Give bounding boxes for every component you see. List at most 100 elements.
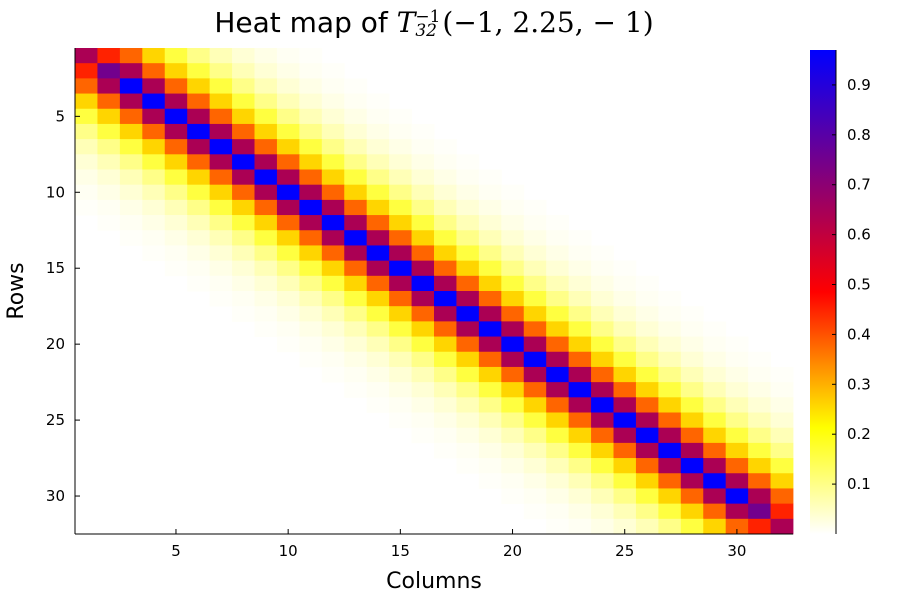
heatmap-cell xyxy=(434,321,457,337)
heatmap-cell xyxy=(344,154,368,170)
heatmap-cell xyxy=(591,336,614,353)
heatmap-cell xyxy=(523,503,547,520)
chart-title-args: (−1, 2.25, − 1) xyxy=(442,6,654,39)
heatmap-cell xyxy=(299,139,323,155)
heatmap-cell xyxy=(591,442,614,459)
heatmap-cell xyxy=(658,351,682,368)
heatmap-cell xyxy=(389,154,412,170)
heatmap-cell xyxy=(523,291,547,307)
heatmap-cell xyxy=(97,48,121,64)
heatmap-cell xyxy=(366,366,390,383)
heatmap-cell xyxy=(613,458,637,474)
heatmap-cell xyxy=(142,48,166,64)
heatmap-cell xyxy=(187,230,211,246)
heatmap-cell xyxy=(456,412,480,429)
heatmap-cell xyxy=(276,306,300,322)
heatmap-cell xyxy=(411,351,435,368)
heatmap-cell xyxy=(680,503,704,520)
heatmap-cell xyxy=(501,351,525,368)
heatmap-cell xyxy=(366,230,390,246)
heatmap-cell xyxy=(232,230,255,246)
heatmap-cell xyxy=(119,184,143,201)
x-tick-label: 5 xyxy=(171,542,181,560)
heatmap-cell xyxy=(703,366,727,383)
heatmap-cell xyxy=(411,321,435,337)
heatmap-cell xyxy=(344,93,368,110)
heatmap-cell xyxy=(478,169,502,186)
heatmap-cell xyxy=(523,260,547,277)
heatmap-cell xyxy=(97,123,121,140)
heatmap-cell xyxy=(591,306,614,322)
heatmap-cell xyxy=(591,458,614,474)
heatmap-cell xyxy=(411,245,435,262)
heatmap-cell xyxy=(187,260,211,277)
heatmap-cell xyxy=(344,123,368,140)
heatmap-cell xyxy=(725,366,749,383)
heatmap-cell xyxy=(164,169,188,186)
heatmap-cell xyxy=(389,306,412,322)
heatmap-cell xyxy=(456,169,480,186)
heatmap-cell xyxy=(568,442,592,459)
heatmap-cell xyxy=(591,488,614,505)
heatmap-cell xyxy=(770,397,794,413)
heatmap-cell xyxy=(254,154,278,170)
heatmap-cell xyxy=(75,63,98,79)
heatmap-cell xyxy=(546,215,570,231)
heatmap-cell xyxy=(209,230,233,246)
heatmap-cell xyxy=(501,473,525,489)
heatmap-cell xyxy=(523,473,547,489)
heatmap-cell xyxy=(770,518,794,535)
heatmap-cell xyxy=(187,139,211,155)
heatmap-cell xyxy=(501,199,525,216)
heatmap-cell xyxy=(613,503,637,520)
heatmap-cell xyxy=(209,93,233,110)
heatmap-cell xyxy=(725,427,749,444)
heatmap-cell xyxy=(658,336,682,353)
heatmap-cell xyxy=(658,306,682,322)
heatmap-cell xyxy=(546,473,570,489)
heatmap-cell xyxy=(366,397,390,413)
colorbar-gradient xyxy=(810,50,836,534)
heatmap-cell xyxy=(725,458,749,474)
heatmap-cell xyxy=(97,93,121,110)
heatmap-cell xyxy=(321,199,345,216)
heatmap-cell xyxy=(456,458,480,474)
heatmap-cell xyxy=(748,427,771,444)
heatmap-cell xyxy=(75,108,98,125)
heatmap-cell xyxy=(411,260,435,277)
heatmap-cell xyxy=(164,63,188,79)
heatmap-cell xyxy=(568,245,592,262)
heatmap-cell xyxy=(680,412,704,429)
heatmap-cell xyxy=(568,366,592,383)
heatmap-cell xyxy=(434,366,457,383)
heatmap-cell xyxy=(232,199,255,216)
heatmap-cell xyxy=(276,215,300,231)
heatmap-cell xyxy=(366,382,390,398)
heatmap-cell xyxy=(635,382,659,398)
heatmap-cell xyxy=(456,154,480,170)
colorbar-ticks: 0.1 0.2 0.3 0.4 0.5 0.6 0.7 0.8 0.9 xyxy=(832,76,871,493)
heatmap-cell xyxy=(119,93,143,110)
heatmap-cell xyxy=(523,488,547,505)
heatmap-cell xyxy=(299,351,323,368)
heatmap-cell xyxy=(434,199,457,216)
heatmap-cell xyxy=(568,321,592,337)
heatmap-cell xyxy=(568,427,592,444)
heatmap-cell xyxy=(276,321,300,337)
heatmap-cell xyxy=(748,442,771,459)
heatmap-cell xyxy=(501,321,525,337)
heatmap-cell xyxy=(658,518,682,535)
heatmap-cell xyxy=(321,291,345,307)
heatmap-cell xyxy=(276,169,300,186)
heatmap-cell xyxy=(232,275,255,292)
heatmap-cell xyxy=(254,139,278,155)
heatmap-cell xyxy=(142,230,166,246)
heatmap-cell xyxy=(546,291,570,307)
heatmap-cell xyxy=(523,427,547,444)
heatmap-cell xyxy=(613,412,637,429)
heatmap-cell xyxy=(703,488,727,505)
heatmap-cell xyxy=(209,260,233,277)
heatmap-cell xyxy=(299,93,323,110)
heatmap-cell xyxy=(299,321,323,337)
heatmap-cell xyxy=(748,488,771,505)
